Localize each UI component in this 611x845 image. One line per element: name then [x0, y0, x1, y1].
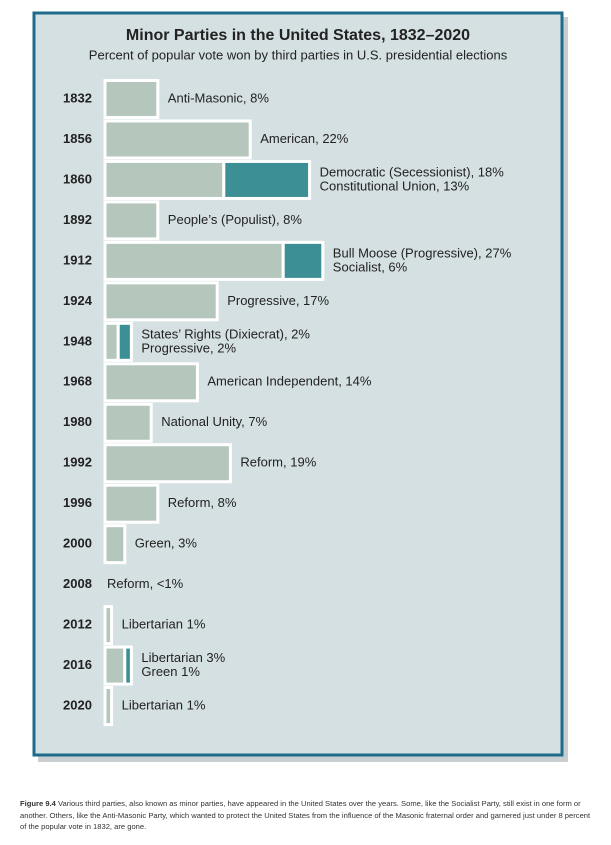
y-tick-label: 1856: [63, 131, 92, 146]
bar: [103, 159, 226, 200]
y-tick-label: 1892: [63, 212, 92, 227]
data-label: People’s (Populist), 8%: [168, 212, 303, 227]
bar: [103, 119, 252, 160]
bar: [103, 483, 160, 524]
data-label: Libertarian 3%: [141, 650, 225, 665]
data-label: Bull Moose (Progressive), 27%: [333, 245, 512, 260]
y-tick-label: 2012: [63, 617, 92, 632]
data-label: Constitutional Union, 13%: [320, 178, 470, 193]
data-label: Libertarian 1%: [122, 617, 206, 632]
y-tick-label: 2016: [63, 657, 92, 672]
bar: [103, 79, 160, 119]
y-tick-label: 1992: [63, 455, 92, 470]
y-tick-label: 2008: [63, 576, 92, 591]
y-tick-label: 1980: [63, 414, 92, 429]
y-tick-label: 1912: [63, 252, 92, 267]
data-label: National Unity, 7%: [161, 414, 267, 429]
bar: [103, 200, 160, 241]
bar: [103, 402, 153, 443]
y-tick-label: 1968: [63, 374, 92, 389]
caption-label: Figure 9.4: [20, 799, 56, 808]
bar: [103, 240, 285, 281]
bar: [103, 362, 199, 403]
caption: Figure 9.4 Various third parties, also k…: [20, 798, 596, 833]
y-tick-label: 1996: [63, 495, 92, 510]
bar: [116, 321, 133, 362]
data-label: Democratic (Secessionist), 18%: [320, 164, 505, 179]
data-label: Reform, 8%: [168, 495, 237, 510]
data-label: Green, 3%: [135, 536, 198, 551]
bar: [123, 645, 133, 686]
data-label: American, 22%: [260, 131, 349, 146]
data-label: American Independent, 14%: [207, 374, 371, 389]
y-tick-label: 1948: [63, 333, 92, 348]
data-label: States’ Rights (Dixiecrat), 2%: [141, 326, 310, 341]
data-label: Progressive, 2%: [141, 340, 236, 355]
data-label: Reform, <1%: [107, 576, 184, 591]
data-label: Socialist, 6%: [333, 259, 408, 274]
bar: [103, 524, 127, 565]
data-label: Green 1%: [141, 664, 200, 679]
bar: [103, 686, 114, 727]
bar: [103, 443, 232, 484]
chart: Minor Parties in the United States, 1832…: [32, 11, 568, 762]
bar: [222, 159, 312, 200]
data-label: Progressive, 17%: [227, 293, 329, 308]
y-tick-label: 1860: [63, 171, 92, 186]
y-tick-label: 2020: [63, 697, 92, 712]
data-label: Libertarian 1%: [122, 697, 206, 712]
bar: [281, 240, 325, 281]
data-label: Anti-Masonic, 8%: [168, 90, 270, 105]
data-label: Reform, 19%: [240, 455, 316, 470]
y-tick-label: 1832: [63, 90, 92, 105]
bar: [103, 605, 114, 646]
bar: [103, 281, 219, 322]
y-tick-label: 1924: [63, 293, 93, 308]
chart-title: Minor Parties in the United States, 1832…: [126, 27, 470, 44]
bar: [103, 645, 127, 686]
chart-subtitle: Percent of popular vote won by third par…: [89, 47, 508, 62]
caption-text: Various third parties, also known as min…: [20, 799, 591, 831]
bar: [103, 321, 120, 362]
y-tick-label: 2000: [63, 536, 92, 551]
